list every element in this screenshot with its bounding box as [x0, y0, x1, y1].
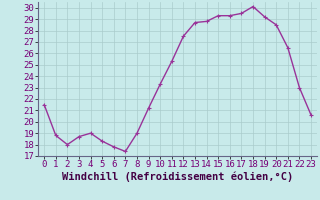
X-axis label: Windchill (Refroidissement éolien,°C): Windchill (Refroidissement éolien,°C)	[62, 172, 293, 182]
